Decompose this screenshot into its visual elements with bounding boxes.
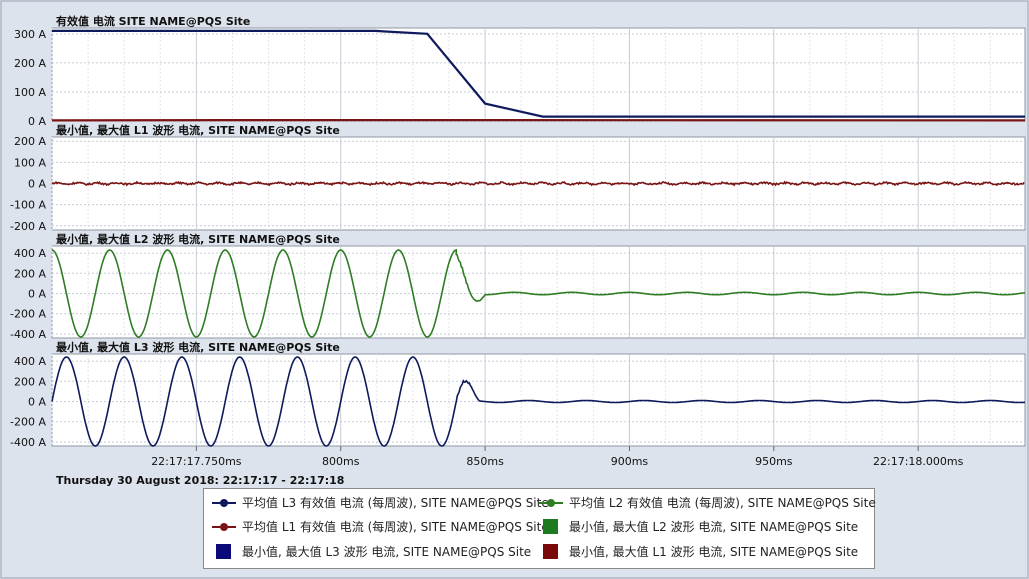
y-tick-label: -400 A [10, 328, 46, 341]
legend-swatch-rect [216, 544, 231, 559]
legend-label: 平均值 L1 有效值 电流 (每周波), SITE NAME@PQS Site [242, 520, 549, 534]
y-tick-label: 200 A [14, 135, 46, 148]
legend-swatch-rect [543, 544, 558, 559]
y-tick-label: -400 A [10, 436, 46, 449]
legend-label: 最小值, 最大值 L2 波形 电流, SITE NAME@PQS Site [569, 520, 859, 534]
y-tick-label: -200 A [10, 220, 46, 233]
y-tick-label: 100 A [14, 86, 46, 99]
x-tick-label: 22:17:18.000ms [873, 455, 964, 468]
legend-swatch-dot [220, 499, 228, 507]
plot-area [51, 353, 1026, 447]
plot-area [51, 27, 1026, 122]
y-tick-label: -100 A [10, 199, 46, 212]
legend-swatch-box [543, 544, 558, 559]
legend-swatch-line [212, 499, 236, 507]
series-line [51, 248, 1026, 338]
date-range-label: Thursday 30 August 2018: 22:17:17 - 22:1… [56, 474, 345, 487]
legend-swatch-dot [547, 499, 555, 507]
x-tick-label: 900ms [611, 455, 649, 468]
y-tick-label: 0 A [28, 396, 46, 409]
chart-panel: 400 A 200 A 0 A -200 A -400 A 最小值, 最大值 L2 波形 … [10, 232, 1026, 341]
legend-label: 平均值 L2 有效值 电流 (每周波), SITE NAME@PQS Site [569, 496, 876, 510]
legend-label: 最小值, 最大值 L3 波形 电流, SITE NAME@PQS Site [242, 545, 532, 559]
legend-swatch-box [543, 519, 558, 534]
legend-label: 最小值, 最大值 L1 波形 电流, SITE NAME@PQS Site [569, 545, 859, 559]
y-tick-label: 200 A [14, 267, 46, 280]
series-line [51, 356, 1026, 447]
y-tick-label: 400 A [14, 355, 46, 368]
legend-swatch-line [539, 499, 563, 507]
legend-swatch-rect [543, 519, 558, 534]
x-tick-label: 850ms [466, 455, 504, 468]
y-tick-label: 400 A [14, 247, 46, 260]
plot-area [51, 245, 1026, 339]
y-tick-label: 100 A [14, 156, 46, 169]
legend: 平均值 L3 有效值 电流 (每周波), SITE NAME@PQS Site … [203, 488, 876, 569]
y-tick-label: 200 A [14, 375, 46, 388]
series-line [51, 180, 1025, 187]
y-tick-label: 0 A [28, 288, 46, 301]
x-tick-label: 950ms [755, 455, 793, 468]
chart-panel: 200 A 100 A 0 A -100 A -200 A 最小值, 最大值 L1 波形 … [10, 123, 1026, 233]
y-tick-label: 0 A [28, 178, 46, 191]
y-tick-label: 300 A [14, 28, 46, 41]
panel-title: 有效值 电流 SITE NAME@PQS Site [56, 14, 250, 28]
legend-swatch-box [216, 544, 231, 559]
chart-panel: 400 A 200 A 0 A -200 A -400 A 最小值, 最大值 L3 波形 … [10, 340, 1026, 449]
legend-label: 平均值 L3 有效值 电流 (每周波), SITE NAME@PQS Site [242, 496, 549, 510]
chart-panel: 300 A 200 A 100 A 0 A 有效值 电流 SITE NAME@PQS S… [14, 14, 1026, 128]
y-tick-label: 200 A [14, 57, 46, 70]
legend-swatch-dot [220, 523, 228, 531]
x-tick-label: 800ms [322, 455, 360, 468]
y-tick-label: 0 A [28, 115, 46, 128]
series-line [52, 29, 1025, 118]
panel-title: 最小值, 最大值 L1 波形 电流, SITE NAME@PQS Site [56, 123, 340, 137]
panel-title: 最小值, 最大值 L3 波形 电流, SITE NAME@PQS Site [56, 340, 340, 354]
x-tick-label: 22:17:17.750ms [151, 455, 242, 468]
panel-title: 最小值, 最大值 L2 波形 电流, SITE NAME@PQS Site [56, 232, 340, 246]
y-tick-label: -200 A [10, 416, 46, 429]
legend-swatch-line [212, 523, 236, 531]
y-tick-label: -200 A [10, 308, 46, 321]
